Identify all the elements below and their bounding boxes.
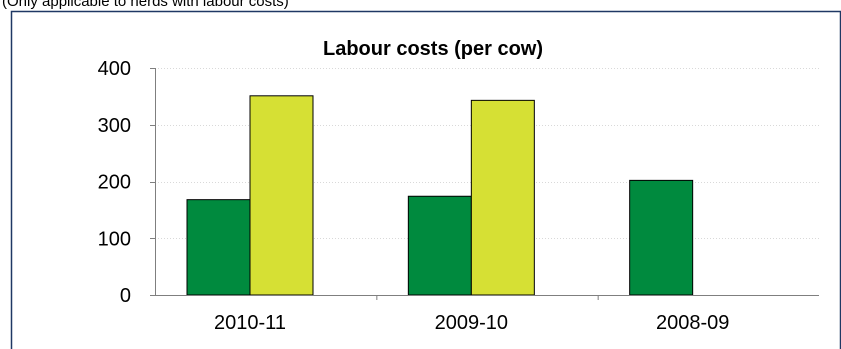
x-tick-labels: 2010-11 2009-10 2008-09 (214, 295, 729, 334)
bar-2010-11-series-1 (186, 199, 251, 296)
bar-2008-09-series-1 (629, 179, 694, 296)
x-tick-label-2010-11: 2010-11 (214, 312, 286, 334)
y-tick-label-2: 200 (98, 172, 131, 194)
x-tick-label-2008-09: 2008-09 (656, 312, 729, 334)
y-tick-label-1: 100 (98, 228, 131, 250)
bar-2009-10-series-2 (470, 99, 535, 296)
bars (186, 95, 694, 296)
y-tick-labels: 0 100 200 300 400 (98, 58, 155, 307)
y-tick-label-4: 400 (98, 58, 131, 80)
chart-frame (10, 10, 841, 349)
y-tick-label-3: 300 (98, 115, 131, 137)
bar-2010-11-series-2 (249, 95, 314, 296)
x-tick-label-2009-10: 2009-10 (435, 312, 508, 334)
bar-2009-10-series-1 (407, 195, 472, 296)
chart-title: Labour costs (per cow) (323, 38, 543, 60)
clipped-header-text: (Only applicable to herds with labour co… (2, 0, 289, 10)
y-tick-label-0: 0 (120, 285, 131, 307)
